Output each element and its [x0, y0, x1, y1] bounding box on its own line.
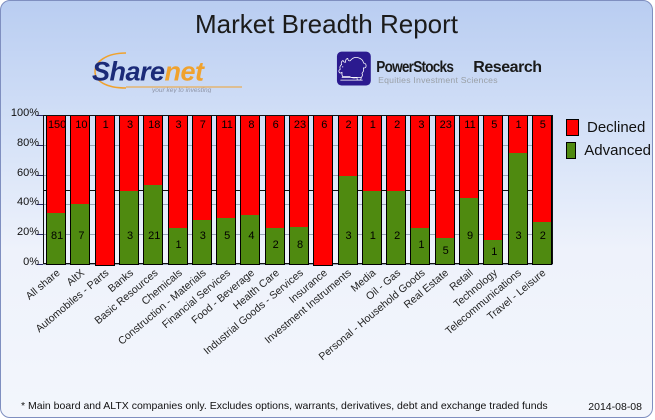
svg-text:Equities Investment Sciences: Equities Investment Sciences	[378, 75, 498, 85]
svg-text:Research: Research	[473, 59, 541, 76]
svg-text:Sharenet: Sharenet	[92, 57, 205, 87]
svg-text:your key to investing: your key to investing	[151, 87, 212, 93]
svg-text:PowerStocks: PowerStocks	[376, 59, 453, 76]
